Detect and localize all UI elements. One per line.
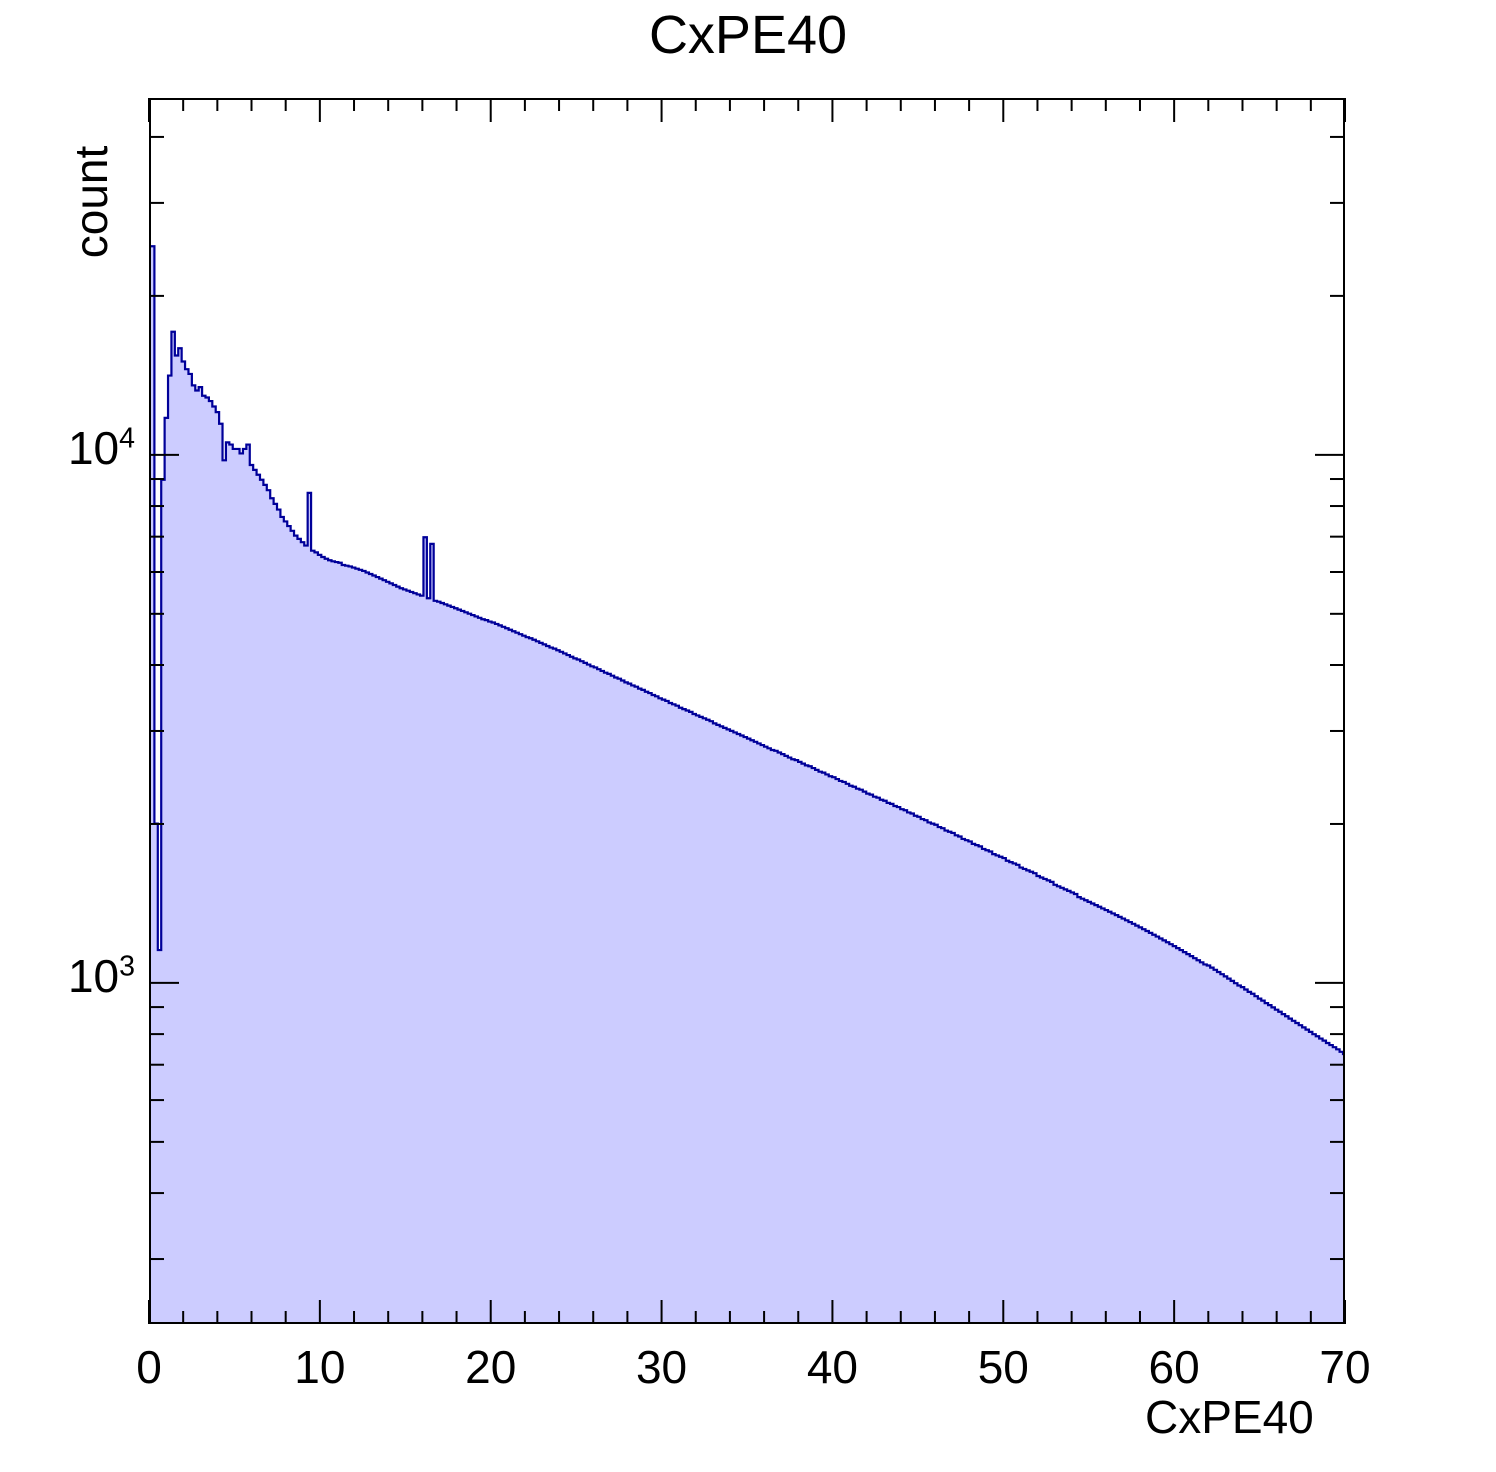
y-tick-base: 10 xyxy=(67,421,120,474)
histogram-fill xyxy=(151,246,1343,1322)
x-tick-label: 70 xyxy=(1319,1341,1371,1393)
x-tick-label: 0 xyxy=(136,1341,162,1393)
y-tick-label: 103 xyxy=(68,949,135,1003)
y-tick-label: 104 xyxy=(68,421,135,475)
x-axis-title: CxPE40 xyxy=(1145,1391,1314,1443)
page-title: CxPE40 xyxy=(648,5,848,65)
x-tick-label: 60 xyxy=(1148,1341,1200,1393)
x-tick-label: 20 xyxy=(465,1341,517,1393)
histogram-plot xyxy=(151,100,1343,1322)
x-tick-label: 40 xyxy=(806,1341,858,1393)
x-tick-label: 10 xyxy=(294,1341,346,1393)
x-tick-label: 50 xyxy=(977,1341,1029,1393)
y-tick-base: 10 xyxy=(67,949,120,1002)
plot-frame xyxy=(149,98,1345,1324)
y-tick-exponent: 4 xyxy=(119,422,135,455)
x-tick-label: 30 xyxy=(635,1341,688,1393)
y-axis-title: count xyxy=(65,145,117,259)
histogram-outline xyxy=(151,246,1343,1056)
y-tick-exponent: 3 xyxy=(119,950,135,983)
